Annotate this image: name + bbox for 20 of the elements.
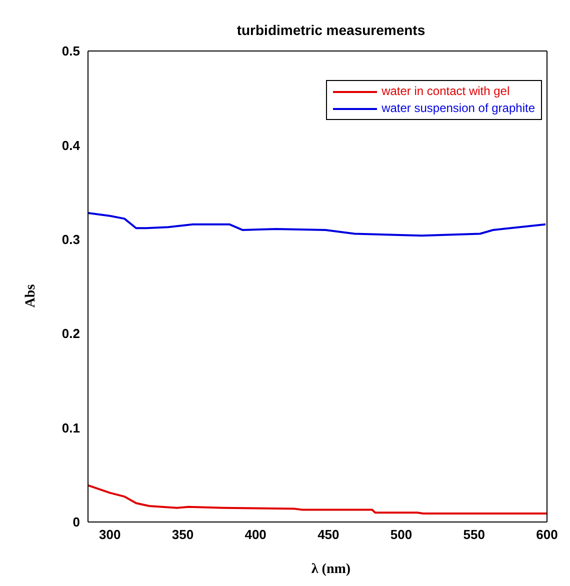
line-series [88, 484, 547, 515]
legend-label: water in contact with gel [382, 83, 510, 100]
chart-title: turbidimetric measurements [236, 22, 426, 38]
y-tick-label: 0.5 [62, 44, 80, 59]
y-axis-title: Abs [24, 284, 40, 308]
x-axis-title: λ (nm) [310, 562, 352, 578]
legend-label: water suspension of graphite [382, 100, 535, 117]
y-tick-label: 0.1 [62, 420, 80, 436]
y-tick-label: 0.3 [62, 232, 80, 248]
y-tick-label: 0 [72, 514, 80, 530]
x-tick-label: 400 [244, 527, 266, 542]
x-tick-label: 550 [463, 527, 485, 542]
x-tick-label: 300 [99, 527, 121, 542]
y-tick-label: 0.2 [62, 326, 80, 342]
x-tick-label: 350 [172, 527, 194, 542]
line-series [88, 212, 547, 237]
y-tick-label: 0.4 [62, 138, 81, 153]
x-tick-label: 450 [318, 527, 340, 542]
x-tick-label: 600 [536, 527, 558, 542]
x-tick-label: 500 [390, 527, 412, 542]
